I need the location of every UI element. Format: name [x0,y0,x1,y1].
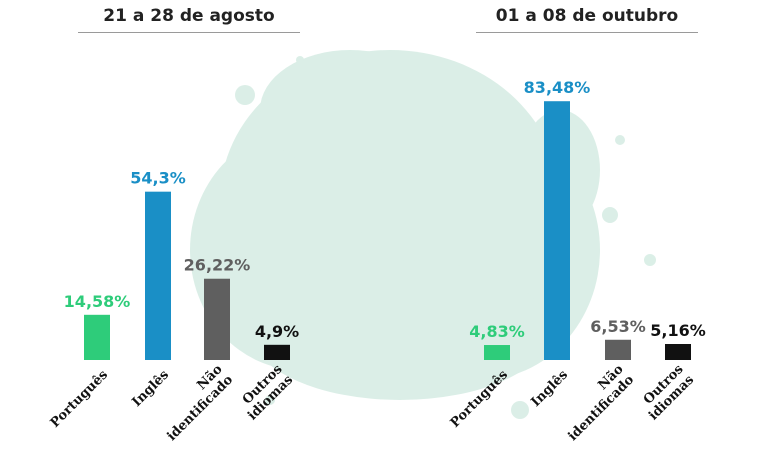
bar-august-outros-idiomas [264,344,290,360]
category-label-october-outros-idiomas: Outrosidiomas [636,362,698,424]
data-label-august-outros-idiomas: 4,9% [255,322,299,341]
title-underline-october [476,32,698,33]
bar-october-nao-identificado [605,339,631,360]
category-label-october-nao-identificado: Nãoidentificado [555,362,637,444]
bar-august-nao-identificado [204,278,230,360]
data-label-october-ingles: 83,48% [524,78,591,97]
category-label-october-ingles: Inglês [529,367,572,410]
chart-title-october: 01 a 08 de outubro [495,6,679,26]
bar-october-ingles [544,101,570,360]
bar-august-portugues [84,314,110,360]
category-label-october-portugues: Português [448,367,511,430]
data-label-october-nao-identificado: 6,53% [590,317,646,336]
data-label-august-portugues: 14,58% [64,292,131,311]
data-label-october-portugues: 4,83% [469,322,525,341]
data-label-august-ingles: 54,3% [130,169,186,188]
data-label-october-outros-idiomas: 5,16% [650,321,706,340]
bar-august-ingles [145,191,171,360]
data-label-august-nao-identificado: 26,22% [184,256,251,275]
bar-october-portugues [484,345,510,360]
bar-october-outros-idiomas [665,344,691,360]
title-underline-august [78,32,300,33]
chart-title-august: 21 a 28 de agosto [103,6,275,26]
